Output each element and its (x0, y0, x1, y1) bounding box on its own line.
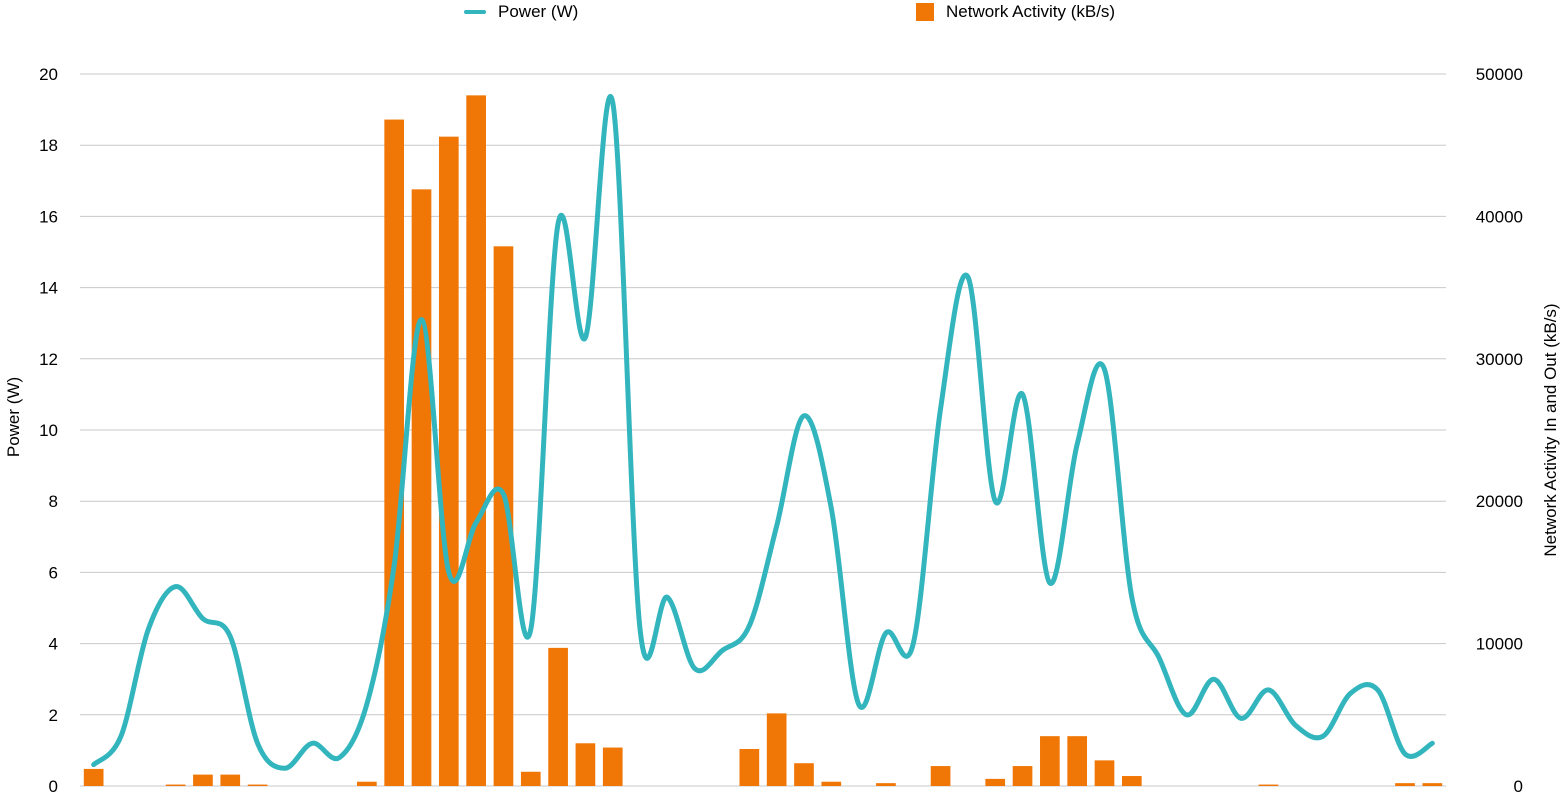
network-bar (602, 747, 623, 786)
network-bar (876, 783, 896, 786)
left-tick-label: 8 (49, 492, 58, 511)
network-bar (165, 784, 186, 786)
network-bar (985, 778, 1006, 786)
right-tick-label: 30000 (1476, 350, 1523, 369)
legend-item-network: Network Activity (kB/s) (916, 2, 1115, 22)
left-tick-label: 12 (39, 350, 58, 369)
left-tick-label: 20 (39, 65, 58, 84)
right-tick-label: 40000 (1476, 207, 1523, 226)
network-bar (575, 743, 596, 786)
network-bar (357, 781, 377, 786)
left-tick-label: 18 (39, 136, 58, 155)
network-bar (1067, 736, 1088, 786)
left-tick-label: 16 (39, 207, 58, 226)
legend-label-network: Network Activity (kB/s) (946, 2, 1116, 21)
network-bar (739, 748, 760, 786)
right-tick-label: 50000 (1476, 65, 1523, 84)
right-axis-title: Network Activity In and Out (kB/s) (1541, 303, 1560, 556)
left-tick-label: 10 (39, 421, 58, 440)
left-tick-label: 0 (49, 777, 58, 796)
legend-item-power: Power (W) (464, 2, 578, 22)
network-bar (384, 119, 405, 787)
network-bar (1040, 736, 1060, 786)
network-bar (930, 766, 951, 786)
left-tick-label: 6 (49, 563, 58, 582)
network-bar (220, 774, 241, 786)
network-bar (193, 774, 213, 786)
network-bar (1422, 783, 1443, 786)
network-bar (438, 136, 459, 786)
left-axis-title: Power (W) (4, 377, 23, 457)
network-bar (794, 763, 814, 786)
network-bar (493, 246, 514, 786)
power-line (91, 94, 1435, 771)
network-bar (411, 189, 432, 786)
right-tick-label: 10000 (1476, 635, 1523, 654)
right-tick-label: 20000 (1476, 492, 1523, 511)
legend-line-swatch (464, 10, 486, 14)
network-bar (83, 768, 104, 786)
network-bar (821, 781, 842, 786)
network-bar (520, 771, 541, 786)
right-tick-label: 0 (1514, 777, 1523, 796)
power-line-layer (91, 94, 1435, 771)
left-tick-label: 14 (39, 279, 58, 298)
network-bar (247, 784, 268, 786)
network-bar (1094, 760, 1115, 786)
network-bar (1012, 766, 1033, 786)
network-bar (766, 713, 787, 786)
legend-label-power: Power (W) (498, 2, 579, 21)
legend-box-swatch (916, 3, 934, 21)
network-bar (1395, 783, 1415, 786)
right-axis-ticks: 0 10000 20000 30000 40000 50000 (1476, 65, 1523, 796)
left-tick-label: 4 (49, 635, 58, 654)
network-bar (1121, 776, 1142, 786)
network-bar (548, 647, 568, 786)
network-bar (1258, 784, 1279, 786)
left-tick-label: 2 (49, 706, 58, 725)
network-activity-bars (83, 95, 1443, 787)
left-axis-ticks: 0 2 4 6 8 10 12 14 16 18 20 (39, 65, 58, 796)
network-bar (466, 95, 486, 787)
grid-lines (80, 73, 1446, 787)
